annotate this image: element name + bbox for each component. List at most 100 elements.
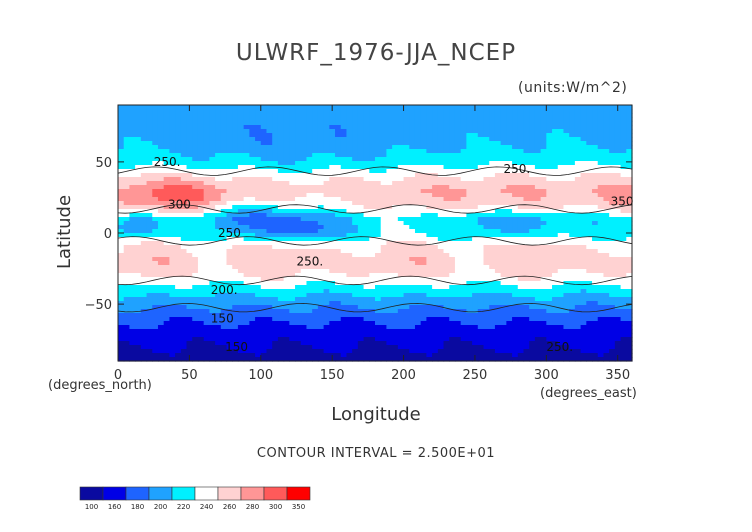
heatmap-cell bbox=[226, 325, 233, 330]
heatmap-cell bbox=[432, 321, 439, 326]
heatmap-cell bbox=[272, 141, 279, 146]
heatmap-cell bbox=[397, 197, 405, 202]
heatmap-cell bbox=[237, 313, 245, 318]
heatmap-cell bbox=[517, 313, 525, 318]
heatmap-cell bbox=[329, 169, 336, 174]
heatmap-cell bbox=[472, 301, 479, 306]
heatmap-cell bbox=[352, 113, 359, 118]
heatmap-cell bbox=[180, 285, 188, 290]
heatmap-cell bbox=[466, 117, 473, 122]
heatmap-cell bbox=[163, 133, 170, 138]
heatmap-cell bbox=[563, 173, 570, 178]
heatmap-cell bbox=[335, 189, 342, 194]
heatmap-cell bbox=[420, 297, 427, 302]
heatmap-cell bbox=[403, 177, 410, 182]
heatmap-cell bbox=[574, 109, 582, 114]
heatmap-cell bbox=[357, 325, 365, 330]
heatmap-cell bbox=[237, 233, 245, 238]
heatmap-cell bbox=[534, 289, 542, 294]
heatmap-cell bbox=[483, 265, 490, 270]
heatmap-cell bbox=[443, 277, 450, 282]
heatmap-cell bbox=[380, 273, 388, 278]
heatmap-cell bbox=[563, 141, 570, 146]
heatmap-cell bbox=[317, 261, 325, 266]
heatmap-cell bbox=[209, 133, 216, 138]
heatmap-cell bbox=[494, 269, 502, 274]
heatmap-cell bbox=[237, 249, 245, 254]
heatmap-cell bbox=[163, 313, 170, 318]
heatmap-cell bbox=[449, 213, 456, 218]
heatmap-cell bbox=[386, 157, 393, 162]
heatmap-cell bbox=[512, 165, 519, 170]
heatmap-cell bbox=[346, 169, 353, 174]
heatmap-cell bbox=[300, 169, 308, 174]
heatmap-cell bbox=[220, 289, 228, 294]
heatmap-cell bbox=[289, 157, 296, 162]
heatmap-cell bbox=[369, 201, 376, 206]
heatmap-cell bbox=[534, 205, 542, 210]
heatmap-cell bbox=[266, 121, 273, 126]
heatmap-cell bbox=[574, 149, 582, 154]
heatmap-cell bbox=[192, 257, 199, 262]
heatmap-cell bbox=[477, 221, 485, 226]
heatmap-cell bbox=[163, 197, 170, 202]
heatmap-cell bbox=[614, 209, 622, 214]
heatmap-cell bbox=[352, 321, 359, 326]
heatmap-cell bbox=[329, 313, 336, 318]
heatmap-cell bbox=[163, 253, 170, 258]
heatmap-cell bbox=[403, 225, 410, 230]
heatmap-cell bbox=[335, 233, 342, 238]
heatmap-cell bbox=[517, 105, 525, 110]
heatmap-cell bbox=[397, 297, 405, 302]
heatmap-cell bbox=[540, 289, 547, 294]
heatmap-cell bbox=[175, 117, 182, 122]
heatmap-cell bbox=[266, 185, 273, 190]
heatmap-cell bbox=[426, 133, 433, 138]
heatmap-cell bbox=[277, 121, 285, 126]
heatmap-cell bbox=[529, 117, 536, 122]
heatmap-cell bbox=[180, 157, 188, 162]
heatmap-cell bbox=[592, 197, 599, 202]
heatmap-cell bbox=[403, 229, 410, 234]
heatmap-cell bbox=[437, 245, 445, 250]
heatmap-cell bbox=[546, 221, 553, 226]
heatmap-cell bbox=[249, 137, 256, 142]
heatmap-cell bbox=[169, 297, 176, 302]
heatmap-cell bbox=[335, 253, 342, 258]
heatmap-cell bbox=[569, 221, 576, 226]
heatmap-cell bbox=[466, 225, 473, 230]
heatmap-cell bbox=[352, 185, 359, 190]
heatmap-cell bbox=[266, 137, 273, 142]
heatmap-cell bbox=[552, 193, 559, 198]
heatmap-cell bbox=[603, 121, 610, 126]
heatmap-cell bbox=[135, 153, 142, 158]
heatmap-cell bbox=[449, 153, 456, 158]
heatmap-cell bbox=[620, 109, 627, 114]
heatmap-cell bbox=[255, 185, 262, 190]
heatmap-cell bbox=[517, 113, 525, 118]
heatmap-cell bbox=[592, 285, 599, 290]
heatmap-cell bbox=[603, 213, 610, 218]
heatmap-cell bbox=[340, 253, 348, 258]
heatmap-cell bbox=[597, 289, 605, 294]
heatmap-cell bbox=[540, 133, 547, 138]
heatmap-cell bbox=[409, 233, 416, 238]
heatmap-cell bbox=[414, 285, 422, 290]
heatmap-cell bbox=[454, 177, 462, 182]
heatmap-cell bbox=[340, 285, 348, 290]
heatmap-cell bbox=[569, 229, 576, 234]
heatmap-cell bbox=[163, 117, 170, 122]
heatmap-cell bbox=[369, 161, 376, 166]
heatmap-cell bbox=[300, 237, 308, 242]
heatmap-cell bbox=[477, 113, 485, 118]
heatmap-cell bbox=[203, 213, 210, 218]
heatmap-cell bbox=[375, 209, 382, 214]
heatmap-cell bbox=[277, 241, 285, 246]
heatmap-cell bbox=[340, 209, 348, 214]
heatmap-cell bbox=[209, 105, 216, 110]
heatmap-cell bbox=[340, 113, 348, 118]
heatmap-cell bbox=[380, 113, 388, 118]
heatmap-cell bbox=[123, 141, 131, 146]
heatmap-cell bbox=[152, 253, 159, 258]
heatmap-cell bbox=[180, 165, 188, 170]
